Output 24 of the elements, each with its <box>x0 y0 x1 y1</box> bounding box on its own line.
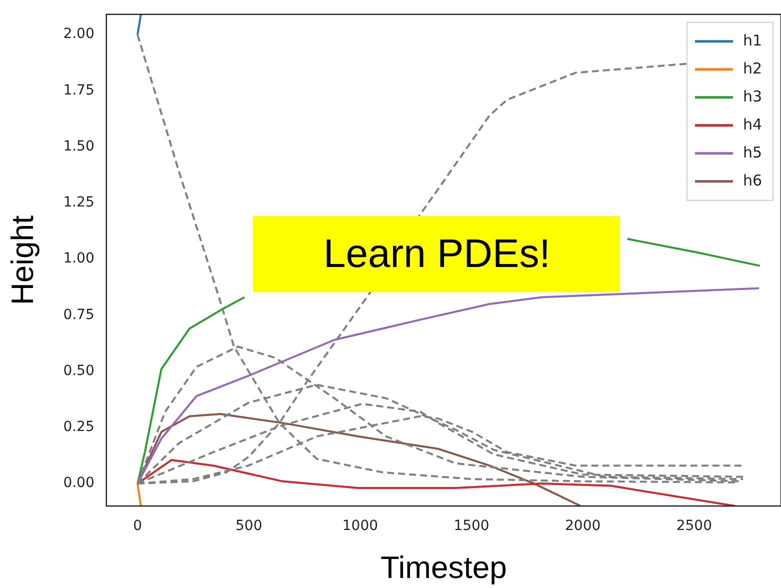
y-tick-label: 1.25 <box>63 194 94 211</box>
legend-label: h4 <box>743 115 762 134</box>
x-tick-label: 1000 <box>342 518 378 534</box>
x-tick-label: 500 <box>236 518 262 534</box>
note-box: Learn PDEs! <box>253 216 620 292</box>
x-tick-label: 2500 <box>676 518 712 534</box>
legend-label: h3 <box>743 87 762 106</box>
legend-label: h1 <box>743 31 762 50</box>
y-tick-label: 0.50 <box>63 362 94 379</box>
legend-label: h2 <box>743 59 762 78</box>
y-tick-label: 2.00 <box>63 26 94 42</box>
y-tick-label: 1.00 <box>63 250 94 267</box>
y-tick-label: 1.75 <box>63 82 94 98</box>
legend-label: h5 <box>743 143 762 162</box>
y-tick-label: 0.75 <box>63 306 94 323</box>
legend-label: h6 <box>743 171 762 190</box>
y-tick-label: 0.25 <box>63 419 94 436</box>
x-tick-label: 2000 <box>565 518 601 534</box>
x-tick-label: 0 <box>133 518 142 534</box>
y-tick-label: 1.50 <box>63 138 94 154</box>
y-axis-title: Height <box>5 215 40 306</box>
x-axis-title: Timestep <box>380 550 507 585</box>
y-tick-label: 0.00 <box>63 475 94 492</box>
x-tick-label: 1500 <box>454 518 490 534</box>
